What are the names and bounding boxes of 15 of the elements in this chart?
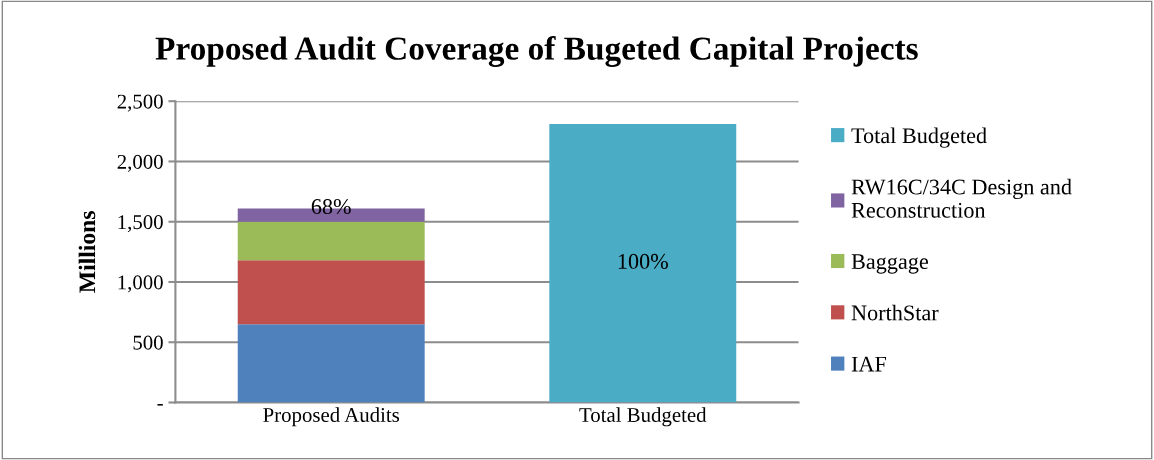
y-tick-label: 2,500 [117, 94, 163, 112]
y-tick-label: 1,500 [118, 215, 163, 233]
y-tick-label: 500 [133, 335, 163, 350]
y-axis-title: Millions [78, 211, 96, 293]
legend-label: RW16C/34C Design and Reconstruction [851, 178, 1072, 218]
y-tick-label: - [157, 404, 163, 406]
legend-label: Baggage [851, 254, 929, 274]
annotation: 100% [618, 253, 668, 269]
chart-title: Proposed Audit Coverage of Bugeted Capital Projects [155, 36, 918, 67]
legend-label: IAF [851, 356, 887, 372]
legend-label: Total Budgeted [851, 127, 987, 148]
y-tick-label: 2,000 [117, 154, 163, 172]
y-tick-label: 1,000 [118, 275, 163, 293]
legend-label: NorthStar [851, 304, 939, 321]
x-tick-label: Proposed Audits [263, 407, 400, 427]
